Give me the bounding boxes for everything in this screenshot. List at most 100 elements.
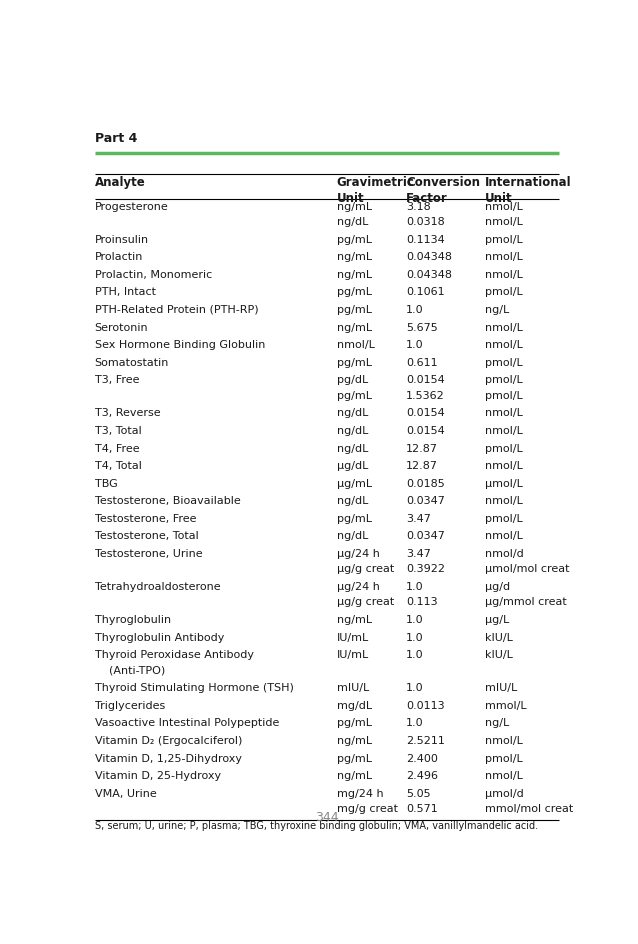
Text: Prolactin: Prolactin <box>94 252 143 262</box>
Text: ng/mL: ng/mL <box>337 736 372 746</box>
Text: 0.1134: 0.1134 <box>406 235 445 244</box>
Text: nmol/L: nmol/L <box>485 736 523 746</box>
Text: 1.0: 1.0 <box>406 340 424 350</box>
Text: pg/mL: pg/mL <box>337 753 372 764</box>
Text: 0.0318: 0.0318 <box>406 217 445 227</box>
Text: 344: 344 <box>315 811 339 824</box>
Text: pg/mL: pg/mL <box>337 235 372 244</box>
Text: nmol/L: nmol/L <box>485 771 523 782</box>
Text: mIU/L: mIU/L <box>337 683 369 693</box>
Text: pmol/L: pmol/L <box>485 235 523 244</box>
Text: ng/dL: ng/dL <box>337 531 368 542</box>
Text: μg/d: μg/d <box>485 582 510 592</box>
Text: Testosterone, Bioavailable: Testosterone, Bioavailable <box>94 497 241 506</box>
Text: nmol/L: nmol/L <box>485 340 523 350</box>
Text: μg/g creat: μg/g creat <box>337 565 394 575</box>
Text: pg/dL: pg/dL <box>337 376 368 385</box>
Text: kIU/L: kIU/L <box>485 650 513 660</box>
Text: (Anti-TPO): (Anti-TPO) <box>110 666 166 676</box>
Text: nmol/L: nmol/L <box>485 409 523 418</box>
Text: 2.5211: 2.5211 <box>406 736 445 746</box>
Text: T4, Total: T4, Total <box>94 461 142 471</box>
Text: 1.0: 1.0 <box>406 615 424 625</box>
Text: Analyte: Analyte <box>94 176 145 189</box>
Text: pg/mL: pg/mL <box>337 358 372 368</box>
Text: nmol/L: nmol/L <box>485 426 523 436</box>
Text: S, serum; U, urine; P, plasma; TBG, thyroxine binding globulin; VMA, vanillylman: S, serum; U, urine; P, plasma; TBG, thyr… <box>94 820 538 831</box>
Text: nmol/d: nmol/d <box>485 549 524 559</box>
Text: kIU/L: kIU/L <box>485 632 513 643</box>
Text: mg/dL: mg/dL <box>337 700 372 711</box>
Text: nmol/L: nmol/L <box>485 270 523 279</box>
Text: μg/24 h: μg/24 h <box>337 549 380 559</box>
Text: Somatostatin: Somatostatin <box>94 358 169 368</box>
Text: 3.47: 3.47 <box>406 549 431 559</box>
Text: 3.18: 3.18 <box>406 202 431 211</box>
Text: T4, Free: T4, Free <box>94 444 139 453</box>
Text: PTH-Related Protein (PTH-RP): PTH-Related Protein (PTH-RP) <box>94 305 258 315</box>
Text: 0.0154: 0.0154 <box>406 376 445 385</box>
Text: IU/mL: IU/mL <box>337 650 369 660</box>
Text: μg/mmol creat: μg/mmol creat <box>485 598 567 607</box>
Text: 1.0: 1.0 <box>406 683 424 693</box>
Text: μmol/mol creat: μmol/mol creat <box>485 565 570 575</box>
Text: Conversion
Factor: Conversion Factor <box>406 176 480 205</box>
Text: pmol/L: pmol/L <box>485 358 523 368</box>
Text: Progesterone: Progesterone <box>94 202 168 211</box>
Text: Gravimetric
Unit: Gravimetric Unit <box>337 176 415 205</box>
Text: Tetrahydroaldosterone: Tetrahydroaldosterone <box>94 582 220 592</box>
Text: μg/24 h: μg/24 h <box>337 582 380 592</box>
Text: 0.1061: 0.1061 <box>406 287 445 297</box>
Text: mmol/mol creat: mmol/mol creat <box>485 804 574 814</box>
Text: ng/dL: ng/dL <box>337 426 368 436</box>
Text: μmol/d: μmol/d <box>485 789 524 799</box>
Text: 2.496: 2.496 <box>406 771 438 782</box>
Text: 5.05: 5.05 <box>406 789 431 799</box>
Text: nmol/L: nmol/L <box>485 252 523 262</box>
Text: ng/mL: ng/mL <box>337 323 372 332</box>
Text: T3, Free: T3, Free <box>94 376 139 385</box>
Text: 2.400: 2.400 <box>406 753 438 764</box>
Text: μg/mL: μg/mL <box>337 479 372 489</box>
Text: pmol/L: pmol/L <box>485 514 523 524</box>
Text: nmol/L: nmol/L <box>485 217 523 227</box>
Text: Proinsulin: Proinsulin <box>94 235 149 244</box>
Text: Vitamin D, 1,25-Dihydroxy: Vitamin D, 1,25-Dihydroxy <box>94 753 242 764</box>
Text: pmol/L: pmol/L <box>485 376 523 385</box>
Text: 1.0: 1.0 <box>406 632 424 643</box>
Text: pg/mL: pg/mL <box>337 287 372 297</box>
Text: μg/dL: μg/dL <box>337 461 368 471</box>
Text: ng/dL: ng/dL <box>337 497 368 506</box>
Text: T3, Total: T3, Total <box>94 426 142 436</box>
Text: μmol/L: μmol/L <box>485 479 523 489</box>
Text: Triglycerides: Triglycerides <box>94 700 165 711</box>
Text: 0.3922: 0.3922 <box>406 565 445 575</box>
Text: ng/mL: ng/mL <box>337 270 372 279</box>
Text: 1.0: 1.0 <box>406 718 424 729</box>
Text: 1.5362: 1.5362 <box>406 391 445 401</box>
Text: IU/mL: IU/mL <box>337 632 369 643</box>
Text: nmol/L: nmol/L <box>485 497 523 506</box>
Text: nmol/L: nmol/L <box>485 323 523 332</box>
Text: Part 4: Part 4 <box>94 131 137 144</box>
Text: 0.113: 0.113 <box>406 598 438 607</box>
Text: 12.87: 12.87 <box>406 444 438 453</box>
Text: pg/mL: pg/mL <box>337 514 372 524</box>
Text: T3, Reverse: T3, Reverse <box>94 409 160 418</box>
Text: pmol/L: pmol/L <box>485 287 523 297</box>
Text: 3.47: 3.47 <box>406 514 431 524</box>
Text: nmol/L: nmol/L <box>485 202 523 211</box>
Text: Thyroid Peroxidase Antibody: Thyroid Peroxidase Antibody <box>94 650 253 660</box>
Text: 0.0185: 0.0185 <box>406 479 445 489</box>
Text: 0.571: 0.571 <box>406 804 438 814</box>
Text: μg/g creat: μg/g creat <box>337 598 394 607</box>
Text: ng/mL: ng/mL <box>337 615 372 625</box>
Text: ng/mL: ng/mL <box>337 252 372 262</box>
Text: Vitamin D, 25-Hydroxy: Vitamin D, 25-Hydroxy <box>94 771 221 782</box>
Text: Sex Hormone Binding Globulin: Sex Hormone Binding Globulin <box>94 340 265 350</box>
Text: mg/24 h: mg/24 h <box>337 789 383 799</box>
Text: 0.04348: 0.04348 <box>406 270 452 279</box>
Text: Vitamin D₂ (Ergocalciferol): Vitamin D₂ (Ergocalciferol) <box>94 736 242 746</box>
Text: ng/L: ng/L <box>485 305 510 315</box>
Text: Thyroid Stimulating Hormone (TSH): Thyroid Stimulating Hormone (TSH) <box>94 683 293 693</box>
